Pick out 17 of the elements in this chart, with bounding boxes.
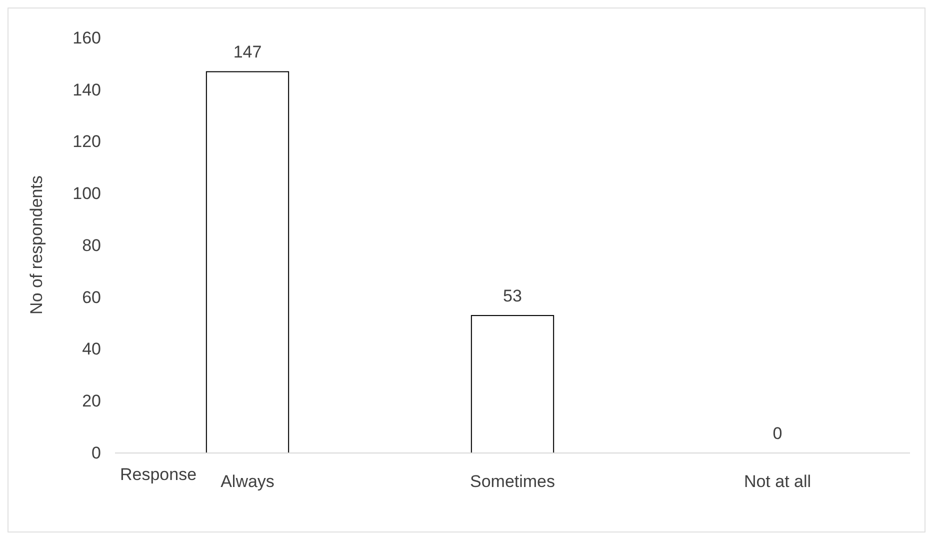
y-tick-label: 40 xyxy=(82,340,101,359)
y-tick-label: 20 xyxy=(82,392,101,411)
x-tick-label: Not at all xyxy=(744,472,812,492)
y-tick-label: 120 xyxy=(72,132,101,152)
x-axis-title: Response xyxy=(120,465,197,484)
y-tick-label: 80 xyxy=(82,236,101,255)
y-tick-label: 60 xyxy=(82,288,101,307)
data-label: 0 xyxy=(772,424,782,443)
data-label: 147 xyxy=(233,42,262,62)
x-tick-label: Sometimes xyxy=(470,472,556,492)
y-tick-label: 160 xyxy=(72,28,101,48)
y-tick-label: 100 xyxy=(72,184,101,204)
y-tick-label: 0 xyxy=(92,443,101,462)
y-tick-label: 140 xyxy=(72,80,101,100)
data-label: 53 xyxy=(503,286,522,306)
y-axis-title: No of respondents xyxy=(27,176,46,314)
x-tick-label: Always xyxy=(220,472,274,492)
